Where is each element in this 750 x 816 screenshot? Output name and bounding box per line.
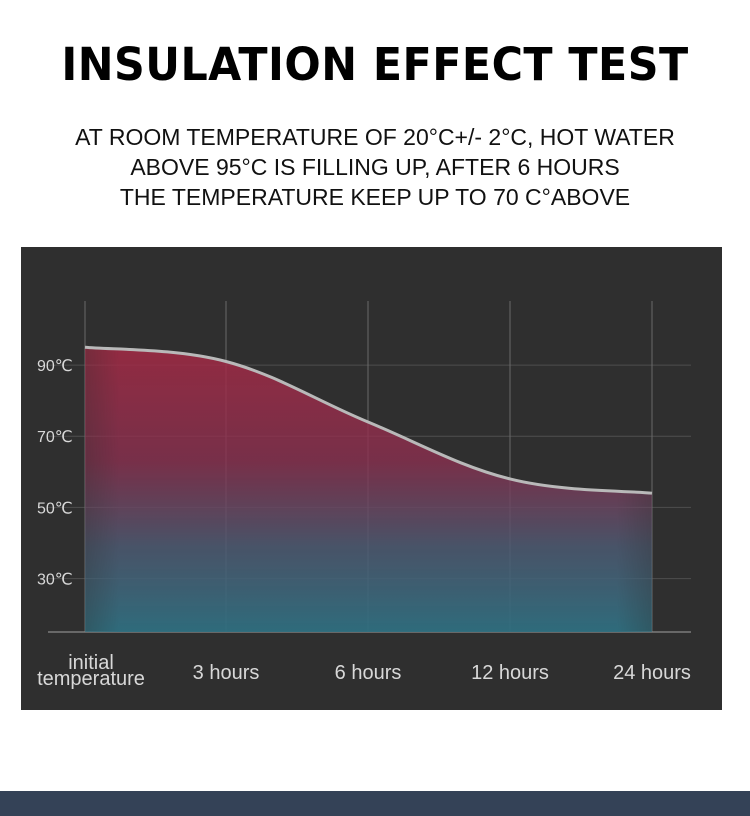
temperature-curve: [84, 345, 653, 495]
y-tick-label: 70℃: [37, 429, 73, 446]
x-tick-label: 24 hours: [613, 662, 691, 684]
y-tick-label: 50℃: [37, 500, 73, 517]
temperature-area: [85, 347, 652, 632]
page-title: INSULATION EFFECT TEST: [61, 38, 689, 91]
x-tick-label: initial: [68, 652, 114, 674]
subtitle-line-1: AT ROOM TEMPERATURE OF 20°C+/- 2°C, HOT …: [75, 124, 675, 150]
y-tick-label: 90℃: [37, 358, 73, 375]
x-tick-label: 12 hours: [471, 662, 549, 684]
chart-panel: 90℃ 70℃ 50℃ 30℃ initial temperature 3 hours 6 …: [21, 247, 722, 710]
x-tick-label: 6 hours: [335, 662, 402, 684]
subtitle-line-2: ABOVE 95°C IS FILLING UP, AFTER 6 HOURS: [130, 154, 620, 180]
y-tick-label: 30℃: [37, 572, 73, 589]
footer-bar: [0, 791, 750, 816]
x-tick-label: 3 hours: [193, 662, 260, 684]
subtitle-line-3: THE TEMPERATURE KEEP UP TO 70 C°ABOVE: [119, 184, 631, 210]
x-tick-label: temperature: [37, 668, 145, 690]
